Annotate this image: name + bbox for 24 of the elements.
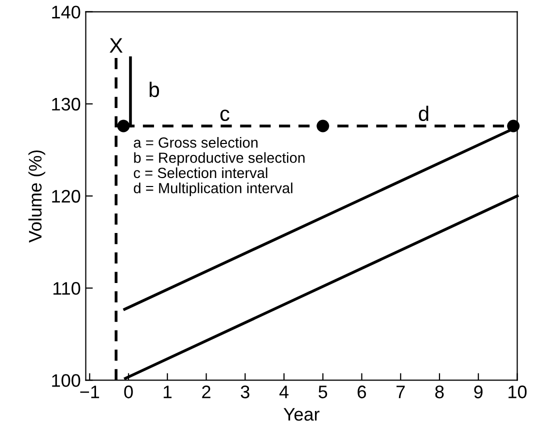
- annotation: a = Gross selection b = Reproductive selection c = Selection interval d = Multiplication interval: [134, 137, 305, 196]
- annotation: c: [220, 110, 230, 122]
- x-tick-label: 10: [508, 386, 527, 398]
- x-tick-label: 8: [435, 386, 444, 398]
- y-tick-label: 100: [52, 374, 80, 387]
- annotation: d: [418, 106, 428, 122]
- annotation: b: [150, 82, 160, 98]
- x-tick-label: 6: [358, 386, 366, 398]
- annotation: X: [110, 38, 123, 53]
- x-tick-label: 7: [396, 386, 405, 398]
- x-tick-label: 2: [202, 386, 210, 398]
- x-tick-label: 1: [164, 386, 172, 398]
- y-tick-label: 110: [53, 282, 80, 295]
- y-tick-label: 120: [52, 190, 80, 203]
- y-tick-label: 140: [52, 6, 80, 18]
- x-tick-label: 9: [474, 386, 483, 398]
- x-tick-label: 0: [124, 386, 133, 398]
- x-axis-title: Year: [284, 408, 320, 421]
- x-tick-label: 4: [279, 386, 288, 398]
- x-tick-label: −1: [80, 386, 100, 398]
- y-tick-label: 130: [52, 98, 80, 111]
- x-tick-label: 3: [240, 386, 250, 398]
- x-tick-label: 5: [318, 386, 328, 398]
- y-axis-title: Volume (%): [28, 150, 46, 243]
